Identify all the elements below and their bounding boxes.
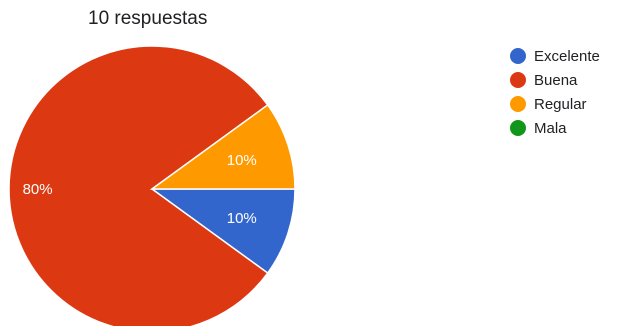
pie-slice-excelente[interactable] [149, 188, 296, 275]
slice-label-excelente: 10% [227, 210, 257, 227]
pie-slice-buena[interactable] [8, 45, 269, 326]
legend-item-buena[interactable]: Buena [510, 68, 600, 92]
legend-label-regular: Regular [534, 95, 587, 113]
legend: Excelente Buena Regular Mala [510, 44, 600, 140]
legend-swatch-buena [510, 72, 526, 88]
legend-swatch-mala [510, 120, 526, 136]
legend-label-buena: Buena [534, 71, 578, 89]
slice-label-regular: 10% [227, 152, 257, 169]
legend-label-mala: Mala [534, 119, 567, 137]
legend-swatch-excelente [510, 48, 526, 64]
legend-swatch-regular [510, 96, 526, 112]
response-count: 10 respuestas [88, 8, 208, 29]
legend-item-regular[interactable]: Regular [510, 92, 600, 116]
pie-slice-regular[interactable] [149, 103, 296, 190]
legend-label-excelente: Excelente [534, 47, 600, 65]
legend-item-excelente[interactable]: Excelente [510, 44, 600, 68]
slice-label-buena: 80% [23, 181, 53, 198]
legend-item-mala[interactable]: Mala [510, 116, 600, 140]
